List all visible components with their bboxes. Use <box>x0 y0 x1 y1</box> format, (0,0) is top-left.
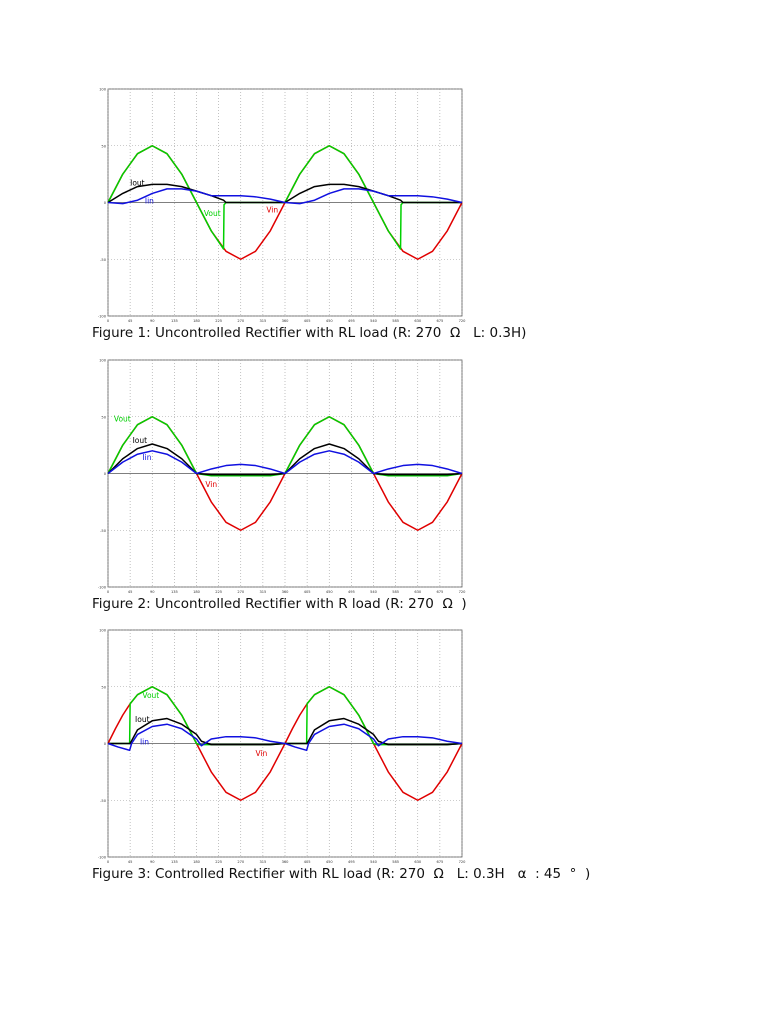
x-tick-label: 180 <box>193 319 201 322</box>
series-label-iout: Iout <box>133 436 148 445</box>
x-tick-label: 45 <box>128 860 133 863</box>
x-tick-label: 135 <box>171 860 178 863</box>
x-tick-label: 180 <box>193 860 201 863</box>
series-label-vout: Vout <box>204 209 221 218</box>
y-tick-label: 50 <box>101 144 106 148</box>
x-tick-label: 630 <box>414 860 422 863</box>
x-tick-label: 315 <box>259 860 266 863</box>
series-label-iout: Iout <box>130 178 145 187</box>
series-label-iin: Iin <box>145 197 154 206</box>
series-label-vin: Vin <box>205 480 217 489</box>
x-tick-label: 540 <box>370 860 378 863</box>
x-tick-label: 0 <box>107 590 110 593</box>
figure-3: 0 45 90 135 180 225 270 315 360 405 450 495 540 585 63… <box>95 627 467 864</box>
series-line-iin <box>107 723 463 752</box>
x-tick-label: 720 <box>459 319 467 322</box>
series-label-iin: Iin <box>140 738 149 747</box>
x-tick-label: 495 <box>348 590 355 593</box>
figure-1: 0 45 90 135 180 225 270 315 360 405 450 495 540 585 63… <box>95 86 467 323</box>
x-tick-label: 540 <box>370 319 378 322</box>
x-tick-label: 450 <box>326 319 334 322</box>
y-tick-label: -50 <box>100 258 107 262</box>
x-tick-label: 405 <box>304 319 311 322</box>
x-tick-label: 0 <box>107 319 110 322</box>
series-label-vin: Vin <box>256 749 268 758</box>
x-tick-label: 675 <box>436 860 443 863</box>
chart-figure-1: 0 45 90 135 180 225 270 315 360 405 450 495 540 585 63… <box>98 88 467 323</box>
x-tick-label: 585 <box>392 319 399 322</box>
x-tick-label: 45 <box>128 590 133 593</box>
x-tick-label: 360 <box>282 319 290 322</box>
series-label-iin: Iin <box>142 453 151 462</box>
chart-figure-3: 0 45 90 135 180 225 270 315 360 405 450 495 540 585 63… <box>98 629 467 864</box>
series-line-iin <box>107 450 463 475</box>
y-tick-label: 50 <box>101 685 106 689</box>
x-tick-label: 315 <box>259 319 266 322</box>
x-tick-label: 135 <box>171 319 178 322</box>
y-tick-label: 100 <box>99 359 107 363</box>
x-tick-label: 675 <box>436 319 443 322</box>
x-tick-label: 360 <box>282 860 290 863</box>
y-tick-label: 100 <box>99 88 107 92</box>
caption-figure-1: Figure 1: Uncontrolled Rectifier with RL… <box>92 325 527 341</box>
series-label-vin: Vin <box>266 206 278 215</box>
x-tick-label: 585 <box>392 590 399 593</box>
caption-figure-3: Figure 3: Controlled Rectifier with RL l… <box>92 866 591 882</box>
x-tick-label: 135 <box>171 590 178 593</box>
x-tick-label: 495 <box>348 860 355 863</box>
x-tick-label: 315 <box>259 590 266 593</box>
x-tick-label: 540 <box>370 590 378 593</box>
series-line-iin <box>107 188 463 205</box>
x-tick-label: 270 <box>237 590 245 593</box>
x-tick-label: 405 <box>304 860 311 863</box>
x-tick-label: 90 <box>150 590 155 593</box>
x-tick-label: 630 <box>414 590 422 593</box>
y-tick-label: 100 <box>99 629 107 633</box>
chart-figure-2: 0 45 90 135 180 225 270 315 360 405 450 495 540 585 63… <box>98 359 467 594</box>
x-tick-label: 270 <box>237 319 245 322</box>
x-tick-label: 450 <box>326 860 334 863</box>
series-label-vout: Vout <box>114 414 131 423</box>
series-label-vout: Vout <box>142 691 159 700</box>
series-label-iout: Iout <box>135 715 150 724</box>
y-tick-label: 0 <box>104 201 107 205</box>
y-tick-label: -100 <box>98 856 107 860</box>
x-tick-label: 45 <box>128 319 133 322</box>
x-tick-label: 225 <box>215 590 222 593</box>
x-tick-label: 720 <box>459 590 467 593</box>
figure-2: 0 45 90 135 180 225 270 315 360 405 450 495 540 585 63… <box>95 357 467 594</box>
y-tick-label: 0 <box>104 742 107 746</box>
x-tick-label: 90 <box>150 319 155 322</box>
x-tick-label: 225 <box>215 319 222 322</box>
x-tick-label: 360 <box>282 590 290 593</box>
caption-figure-2: Figure 2: Uncontrolled Rectifier with R … <box>92 596 467 612</box>
x-tick-label: 270 <box>237 860 245 863</box>
x-tick-label: 0 <box>107 860 110 863</box>
x-tick-label: 90 <box>150 860 155 863</box>
y-tick-label: 50 <box>101 415 106 419</box>
x-tick-label: 450 <box>326 590 334 593</box>
x-tick-label: 495 <box>348 319 355 322</box>
x-tick-label: 180 <box>193 590 201 593</box>
x-tick-label: 585 <box>392 860 399 863</box>
y-tick-label: 0 <box>104 472 107 476</box>
y-tick-label: -100 <box>98 315 107 319</box>
x-tick-label: 720 <box>459 860 467 863</box>
x-tick-label: 630 <box>414 319 422 322</box>
y-tick-label: -100 <box>98 586 107 590</box>
y-tick-label: -50 <box>100 799 107 803</box>
x-tick-label: 225 <box>215 860 222 863</box>
y-tick-label: -50 <box>100 529 107 533</box>
x-tick-label: 675 <box>436 590 443 593</box>
x-tick-label: 405 <box>304 590 311 593</box>
